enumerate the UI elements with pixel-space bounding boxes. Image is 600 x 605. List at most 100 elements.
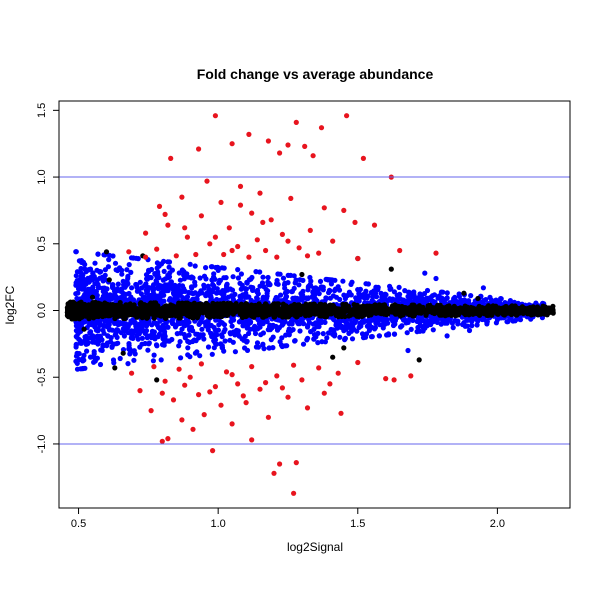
data-point xyxy=(408,326,414,332)
data-point xyxy=(165,324,171,330)
data-point xyxy=(193,251,199,258)
data-point xyxy=(196,392,202,398)
data-point xyxy=(128,335,134,341)
data-point xyxy=(253,344,259,350)
data-point xyxy=(316,303,322,309)
data-point xyxy=(285,238,291,244)
data-point xyxy=(266,308,272,314)
data-point xyxy=(177,287,183,293)
data-point xyxy=(254,237,260,243)
data-point xyxy=(210,448,216,454)
y-tick-label: 1.5 xyxy=(36,103,48,118)
data-point xyxy=(542,311,548,317)
data-point xyxy=(81,326,87,332)
data-point xyxy=(155,293,161,299)
data-point xyxy=(229,305,235,311)
data-point xyxy=(281,297,287,303)
data-point xyxy=(148,335,155,341)
data-point xyxy=(321,390,327,396)
data-point xyxy=(191,300,197,306)
data-point xyxy=(170,397,177,403)
data-point xyxy=(143,254,149,260)
data-point xyxy=(330,238,336,244)
data-point xyxy=(433,315,439,321)
plot-frame xyxy=(58,100,571,509)
data-point xyxy=(201,285,207,291)
data-point xyxy=(130,310,136,316)
data-point xyxy=(106,311,113,317)
data-point xyxy=(185,274,191,280)
data-point xyxy=(396,310,402,316)
data-point xyxy=(340,278,346,284)
data-point xyxy=(148,408,154,414)
data-point xyxy=(490,303,496,309)
data-point xyxy=(321,205,327,211)
data-point xyxy=(250,287,256,293)
data-point xyxy=(101,306,107,312)
data-point xyxy=(346,313,352,319)
data-point xyxy=(67,299,74,305)
data-point xyxy=(97,361,104,368)
data-point xyxy=(149,322,155,328)
data-point xyxy=(143,272,150,278)
data-point xyxy=(166,274,173,280)
data-point xyxy=(131,302,137,308)
x-tick-label: 1.0 xyxy=(211,518,226,530)
data-point xyxy=(182,225,188,231)
data-point xyxy=(461,290,467,296)
data-point xyxy=(205,305,211,311)
data-point xyxy=(421,298,427,304)
data-point xyxy=(278,309,284,315)
data-point xyxy=(519,304,526,310)
data-point xyxy=(241,307,247,313)
data-point xyxy=(411,292,417,298)
data-point xyxy=(238,271,244,277)
data-point xyxy=(464,317,471,323)
data-point xyxy=(122,328,128,334)
data-point xyxy=(195,305,201,311)
data-point xyxy=(404,330,410,336)
data-point xyxy=(129,285,135,291)
data-point xyxy=(289,289,295,295)
data-point xyxy=(218,402,224,408)
data-point xyxy=(162,378,168,384)
data-point xyxy=(117,355,123,362)
data-point xyxy=(387,286,393,292)
data-point xyxy=(79,259,85,265)
data-point xyxy=(390,322,397,329)
data-point xyxy=(95,281,101,287)
data-point xyxy=(145,347,151,353)
data-point xyxy=(119,271,125,277)
data-point xyxy=(106,257,112,263)
data-point xyxy=(165,436,171,442)
data-point xyxy=(277,461,283,467)
data-point xyxy=(107,297,113,303)
data-point xyxy=(189,285,195,291)
data-point xyxy=(372,302,378,308)
data-point xyxy=(204,178,210,184)
data-point xyxy=(202,320,208,326)
data-point xyxy=(264,290,270,296)
data-point xyxy=(341,207,347,213)
data-point xyxy=(216,310,222,316)
data-point xyxy=(199,315,205,321)
data-point xyxy=(419,324,425,330)
data-point xyxy=(205,283,211,289)
data-point xyxy=(299,296,306,302)
data-point xyxy=(222,326,228,333)
data-point xyxy=(232,349,238,355)
data-point xyxy=(212,327,218,333)
data-point xyxy=(85,286,91,292)
data-point xyxy=(275,271,281,277)
data-point xyxy=(229,323,235,329)
data-point xyxy=(97,275,103,281)
data-point xyxy=(151,315,157,321)
data-point xyxy=(181,331,187,338)
data-point xyxy=(453,307,459,313)
data-point xyxy=(365,293,371,299)
data-point xyxy=(391,377,397,383)
data-point xyxy=(421,291,428,297)
data-point xyxy=(155,272,161,278)
data-point xyxy=(162,211,168,217)
data-point xyxy=(179,417,185,423)
